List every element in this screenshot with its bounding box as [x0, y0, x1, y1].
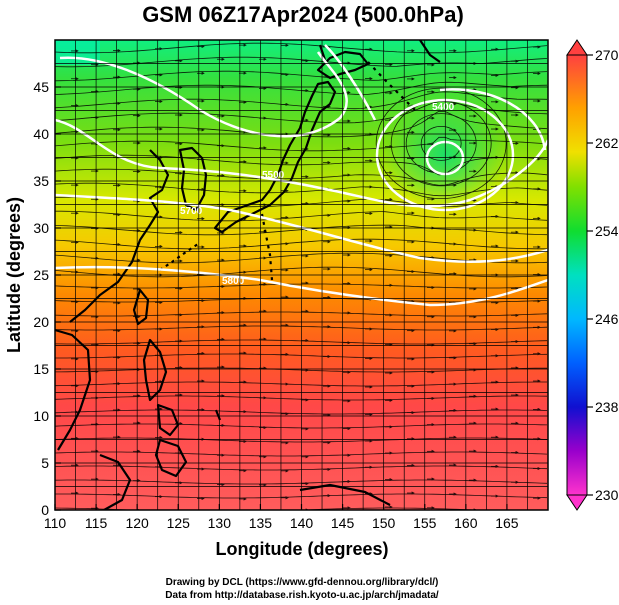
x-tick-label: 150: [372, 515, 396, 531]
y-tick-label: 5: [41, 455, 49, 471]
y-tick-label: 0: [41, 502, 49, 518]
colorbar-tick-label: 246: [595, 311, 619, 327]
x-tick-label: 145: [331, 515, 355, 531]
y-tick-label: 40: [33, 126, 49, 142]
x-tick-label: 165: [495, 515, 519, 531]
colorbar-bottom-triangle: [566, 494, 588, 511]
contour-label-5800: 5800: [222, 276, 245, 287]
x-tick-label: 125: [167, 515, 191, 531]
colorbar-tick-label: 238: [595, 399, 619, 415]
colorbar-gradient: [566, 54, 588, 496]
coast-korea: [178, 146, 208, 212]
contour-5500: [55, 118, 548, 208]
colorbar-tick-label: 270: [595, 47, 619, 63]
coast-borneo: [99, 453, 132, 510]
y-tick-label: 10: [33, 408, 49, 424]
cyclone-streamline: [420, 125, 462, 161]
x-tick-label: 140: [290, 515, 314, 531]
coast-china: [69, 149, 170, 323]
y-tick-label: 30: [33, 220, 49, 236]
colorbar-tick-label: 262: [595, 135, 619, 151]
cyclone-streamline: [375, 87, 507, 200]
coast-kuril: [367, 61, 416, 111]
coast-kamchatka: [419, 40, 441, 63]
x-tick-label: 135: [249, 515, 273, 531]
colorbar-top-triangle: [566, 39, 588, 56]
x-axis-label: Longitude (degrees): [215, 539, 388, 559]
y-tick-label: 15: [33, 361, 49, 377]
map-plot: 5400 5500 5700 5800: [55, 40, 548, 510]
contour-label-5700: 5700: [180, 206, 203, 217]
coast-newguinea: [299, 483, 391, 506]
contour-5400: [59, 44, 377, 138]
x-tick-label: 120: [125, 515, 149, 531]
coast-izu: [260, 213, 274, 281]
chart-title: GSM 06Z17Apr2024 (500.0hPa): [142, 2, 464, 27]
x-axis-ticks: 110 115 120 125 130 135 140 145 150 155 160 165: [44, 504, 519, 531]
colorbar-ticks: 230 238 246 254 262 270: [587, 47, 619, 503]
colorbar-tick-label: 230: [595, 487, 619, 503]
colorbar-tick-label: 254: [595, 223, 619, 239]
coast-vietnam: [55, 328, 92, 451]
x-tick-label: 130: [208, 515, 232, 531]
y-tick-label: 45: [33, 79, 49, 95]
y-tick-label: 25: [33, 267, 49, 283]
coast-ryukyu: [159, 243, 199, 271]
contour-label-5500: 5500: [262, 170, 285, 181]
coast-sakhalin: [318, 44, 327, 61]
contour-labels: 5400 5500 5700 5800: [180, 102, 455, 287]
y-axis-label: Latitude (degrees): [4, 197, 24, 353]
x-tick-label: 110: [44, 515, 67, 531]
contour-label-5400: 5400: [432, 102, 455, 113]
contour-5700: [55, 193, 548, 263]
colorbar: 230 238 246 254 262 270: [566, 39, 619, 511]
y-tick-label: 35: [33, 173, 49, 189]
credit-data: Data from http://database.rish.kyoto-u.a…: [165, 590, 439, 601]
x-tick-label: 160: [454, 515, 478, 531]
y-tick-label: 20: [33, 314, 49, 330]
grid-lines: [55, 40, 548, 510]
y-axis-ticks: 0 5 10 15 20 25 30 35 40 45: [33, 79, 61, 518]
x-tick-label: 155: [413, 515, 437, 531]
x-tick-label: 115: [85, 515, 108, 531]
contour-5400-loop: [439, 88, 547, 151]
credit-drawing: Drawing by DCL (https://www.gfd-dennou.o…: [166, 577, 439, 588]
